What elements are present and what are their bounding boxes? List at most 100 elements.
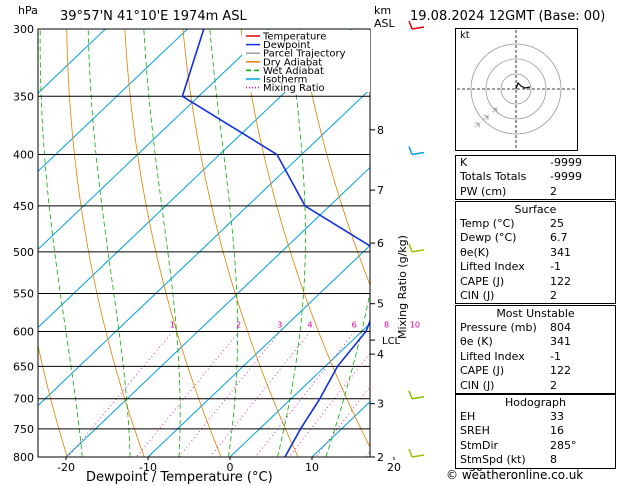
mixing-ratio-label: 2 bbox=[236, 320, 241, 329]
hodograph-stats-panel: Hodograph EH 33 SREH 16 StmDir 285° StmSpd (kt)… bbox=[455, 394, 616, 469]
legend-box bbox=[242, 30, 370, 92]
pressure-tick-label: 750 bbox=[13, 423, 34, 436]
legend-entry: Dry Adiabat bbox=[263, 57, 322, 68]
wind-barb bbox=[408, 146, 413, 155]
stats-row: CIN (J) 2 bbox=[456, 289, 615, 303]
stats-value: 122 bbox=[550, 274, 571, 288]
stats-row: StmSpd (kt) 8 bbox=[456, 453, 615, 467]
temperature-tick-label: 0 bbox=[227, 461, 234, 474]
lcl-label: LCL bbox=[382, 336, 401, 347]
pressure-tick-label: 450 bbox=[13, 200, 34, 213]
stats-value: 341 bbox=[550, 245, 571, 259]
footer-credit: © weatheronline.co.uk bbox=[446, 468, 584, 482]
pressure-tick-label: 300 bbox=[13, 23, 34, 36]
wind-barb bbox=[408, 243, 413, 253]
pressure-tick-label: 350 bbox=[13, 90, 34, 103]
mixing-ratio-line bbox=[67, 331, 174, 457]
stats-label: PW (cm) bbox=[460, 184, 507, 198]
datetime-title: 19.08.2024 12GMT (Base: 00) bbox=[410, 9, 606, 24]
dry-adiabat-line bbox=[124, 29, 222, 457]
pressure-tick-label: 650 bbox=[13, 360, 34, 373]
stats-value: 6.7 bbox=[550, 231, 568, 245]
mixing-ratio-line bbox=[315, 386, 370, 457]
mixing-ratio-label: 1 bbox=[170, 320, 175, 329]
asl-label: ASL bbox=[374, 17, 395, 30]
wind-barb bbox=[408, 448, 413, 458]
km-tick-label: 2 bbox=[377, 451, 384, 464]
wind-barb bbox=[408, 390, 413, 399]
stats-value: -1 bbox=[550, 260, 561, 274]
stats-value: 2 bbox=[550, 288, 557, 302]
temperature-tick-label: -10 bbox=[139, 461, 157, 474]
wet-adiabat-line bbox=[39, 29, 83, 457]
stats-label: Pressure (mb) bbox=[460, 321, 537, 334]
km-tick-label: 4 bbox=[377, 348, 384, 361]
dewpoint-line bbox=[181, 29, 370, 457]
stats-label: CIN (J) bbox=[460, 378, 495, 392]
mixing-ratio-label: 8 bbox=[384, 320, 389, 329]
km-tick-label: 8 bbox=[377, 124, 384, 137]
stats-label: StmSpd (kt) bbox=[460, 453, 526, 467]
stats-value: -9999 bbox=[550, 156, 582, 169]
temperature-line bbox=[409, 29, 435, 457]
location-title: 39°57'N 41°10'E 1974m ASL bbox=[60, 9, 247, 24]
stats-label: Totals Totals bbox=[460, 170, 527, 184]
stats-value: 341 bbox=[550, 335, 571, 349]
stats-value: 804 bbox=[550, 321, 571, 334]
parcel-trajectory-line bbox=[414, 29, 435, 457]
stats-value: -9999 bbox=[550, 170, 582, 184]
km-label: km bbox=[374, 4, 392, 17]
stats-row: θe (K) 341 bbox=[456, 335, 615, 349]
legend-entry: Mixing Ratio bbox=[263, 83, 325, 94]
stats-row: CAPE (J) 122 bbox=[456, 364, 615, 378]
pressure-tick-label: 600 bbox=[13, 325, 34, 338]
stats-value: 2 bbox=[550, 378, 557, 392]
stats-label: θe(K) bbox=[460, 245, 490, 259]
stats-value: 285° bbox=[550, 438, 577, 452]
wet-adiabat-line bbox=[143, 29, 181, 457]
stats-value: -1 bbox=[550, 349, 561, 363]
legend-entry: Parcel Trajectory bbox=[263, 49, 346, 60]
legend-entry: Temperature bbox=[262, 32, 326, 43]
temperature-tick-label: 10 bbox=[305, 461, 319, 474]
x-axis-label: Dewpoint / Temperature (°C) bbox=[86, 470, 273, 485]
pressure-tick-label: 550 bbox=[13, 287, 34, 300]
wind-barb bbox=[411, 151, 425, 156]
wet-adiabat-line bbox=[87, 29, 131, 457]
mixing-ratio-label: 4 bbox=[307, 320, 312, 329]
mixing-ratio-line bbox=[136, 331, 240, 457]
hodograph-panel: ✈ ✈ ✈ bbox=[455, 28, 578, 151]
legend-entry: Wet Adiabat bbox=[263, 66, 324, 77]
wet-adiabat-line bbox=[209, 29, 238, 457]
stats-row: Pressure (mb) 804 bbox=[456, 321, 615, 335]
stats-row: EH 33 bbox=[456, 410, 615, 424]
isotherm-line bbox=[311, 401, 370, 457]
stats-label: CAPE (J) bbox=[460, 364, 505, 378]
mixing-ratio-line bbox=[178, 331, 281, 457]
mixing-ratio-label: 3 bbox=[277, 320, 282, 329]
stats-row: CAPE (J) 122 bbox=[456, 275, 615, 289]
stats-row: Dewp (°C) 6.7 bbox=[456, 231, 615, 245]
km-tick-label: 7 bbox=[377, 184, 384, 197]
wet-adiabat-line bbox=[277, 29, 306, 457]
stats-value: 16 bbox=[550, 424, 564, 438]
surface-panel: Surface Temp (°C) 25 Dewp (°C) 6.7 θe(K) 341 Li… bbox=[455, 201, 616, 305]
stats-section-title: Most Unstable bbox=[496, 307, 575, 320]
stats-label: SREH bbox=[460, 424, 490, 438]
temperature-tick-label: 20 bbox=[387, 461, 401, 474]
stats-label: θe (K) bbox=[460, 335, 493, 349]
legend-entry: Isotherm bbox=[263, 75, 307, 86]
stats-value: 33 bbox=[550, 410, 564, 423]
stats-label: Temp (°C) bbox=[460, 217, 515, 230]
stats-row: Lifted Index -1 bbox=[456, 260, 615, 274]
dry-adiabat-line bbox=[298, 29, 370, 286]
isotherm-line bbox=[229, 322, 370, 457]
hodograph-kt-label: kt bbox=[460, 30, 470, 41]
wind-barb bbox=[411, 454, 425, 458]
stats-label: StmDir bbox=[460, 438, 499, 452]
unstable-panel: Most Unstable Pressure (mb) 804 θe (K) 341 Li… bbox=[455, 305, 616, 394]
stats-value: 2 bbox=[550, 184, 557, 198]
pressure-tick-label: 400 bbox=[13, 149, 34, 162]
stats-section-title: Surface bbox=[514, 203, 557, 216]
mixing-ratio-label: 6 bbox=[352, 320, 357, 329]
